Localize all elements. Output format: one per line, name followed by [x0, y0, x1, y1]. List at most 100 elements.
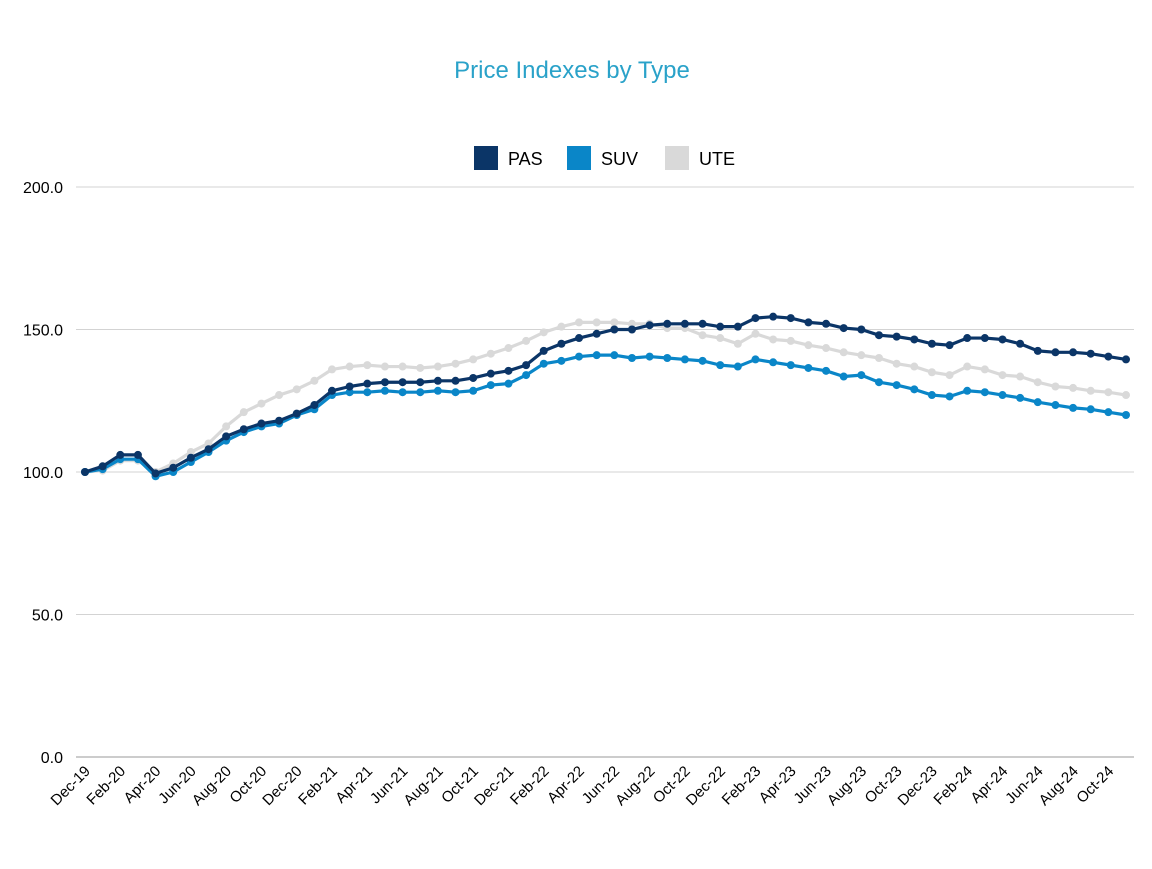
data-point-pas [980, 334, 989, 343]
data-point-pas [1069, 348, 1078, 357]
data-point-suv [416, 388, 425, 397]
data-point-pas [98, 462, 107, 471]
data-point-suv [627, 354, 636, 362]
data-point-pas [292, 409, 301, 418]
x-tick-label: Dec-20 [259, 763, 305, 809]
data-point-suv [963, 386, 972, 395]
x-tick-label: Feb-22 [507, 763, 553, 809]
x-tick-label: Feb-24 [930, 763, 976, 809]
data-point-ute [1122, 391, 1130, 400]
data-point-pas [716, 322, 725, 331]
data-point-suv [645, 352, 654, 361]
x-tick-label: Oct-24 [1073, 763, 1117, 807]
data-point-pas [839, 324, 848, 333]
x-tick-label: Dec-23 [895, 763, 941, 809]
data-point-pas [239, 425, 248, 434]
data-point-pas [433, 376, 442, 385]
data-point-ute [522, 336, 531, 345]
data-point-suv [769, 358, 778, 367]
legend-label-pas: PAS [508, 149, 543, 169]
gridlines [76, 186, 1134, 758]
data-point-ute [310, 376, 319, 385]
data-point-pas [151, 469, 160, 478]
data-point-ute [328, 365, 337, 374]
data-point-ute [451, 359, 460, 368]
data-point-pas [1033, 346, 1042, 355]
data-point-ute [469, 355, 478, 364]
data-point-ute [222, 422, 231, 431]
data-point-pas [663, 319, 672, 328]
data-point-ute [963, 362, 972, 371]
data-point-ute [380, 362, 389, 371]
data-point-ute [1016, 372, 1025, 381]
data-point-suv [857, 371, 866, 380]
data-point-suv [1033, 398, 1042, 407]
x-tick-label: Apr-23 [756, 763, 800, 807]
data-point-pas [892, 332, 901, 341]
data-point-pas [328, 386, 337, 395]
legend-item-suv: SUV [567, 146, 638, 170]
data-point-suv [663, 354, 672, 362]
x-tick-label: Feb-20 [83, 763, 129, 809]
x-tick-label: Feb-21 [295, 763, 341, 809]
data-point-suv [786, 361, 795, 370]
data-point-suv [874, 378, 883, 387]
data-point-pas [751, 314, 760, 323]
data-point-suv [751, 355, 760, 364]
data-point-pas [698, 319, 707, 328]
data-point-suv [1086, 405, 1095, 414]
data-point-pas [169, 463, 178, 472]
data-point-suv [557, 356, 566, 365]
data-point-pas [363, 379, 372, 388]
data-point-pas [398, 378, 407, 387]
y-tick-label: 0.0 [41, 750, 63, 767]
data-point-pas [769, 312, 778, 321]
data-point-pas [610, 325, 619, 334]
data-point-pas [733, 322, 742, 331]
chart-title: Price Indexes by Type [454, 57, 690, 84]
data-point-ute [716, 334, 725, 343]
x-tick-label: Dec-19 [48, 763, 94, 809]
data-point-pas [133, 450, 142, 459]
data-point-pas [1016, 339, 1025, 348]
data-point-suv [433, 386, 442, 395]
data-point-suv [610, 351, 619, 360]
data-point-ute [275, 391, 284, 400]
data-point-pas [927, 339, 936, 348]
data-point-ute [292, 385, 301, 394]
data-point-pas [1086, 349, 1095, 358]
data-point-pas [522, 361, 531, 370]
legend-label-ute: UTE [699, 149, 735, 169]
data-point-ute [910, 362, 919, 371]
data-point-suv [469, 386, 478, 395]
data-point-suv [927, 391, 936, 400]
data-point-pas [857, 325, 866, 334]
data-point-pas [469, 373, 478, 382]
data-point-ute [186, 448, 195, 457]
data-point-ute [857, 351, 866, 360]
series-layer [81, 312, 1130, 481]
data-point-pas [910, 335, 919, 344]
legend-swatch-suv [567, 146, 591, 170]
y-axis: 0.0 50.0 100.0 150.0 200.0 [23, 180, 63, 767]
data-point-suv [363, 388, 372, 397]
data-point-suv [1069, 403, 1078, 412]
data-point-pas [275, 416, 284, 425]
x-tick-label: Apr-21 [332, 763, 376, 807]
y-tick-label: 50.0 [32, 608, 63, 625]
data-point-suv [1051, 401, 1060, 410]
x-tick-label: Aug-20 [189, 763, 235, 809]
data-point-suv [980, 388, 989, 397]
data-point-ute [874, 354, 883, 362]
data-point-ute [998, 371, 1007, 380]
legend-item-pas: PAS [474, 146, 543, 170]
data-point-pas [1122, 355, 1130, 364]
data-point-pas [380, 378, 389, 387]
data-point-ute [539, 328, 548, 337]
x-tick-label: Apr-22 [544, 763, 588, 807]
x-tick-label: Dec-22 [683, 763, 729, 809]
data-point-ute [927, 368, 936, 377]
x-tick-label: Aug-22 [612, 763, 658, 809]
data-point-pas [822, 319, 831, 328]
